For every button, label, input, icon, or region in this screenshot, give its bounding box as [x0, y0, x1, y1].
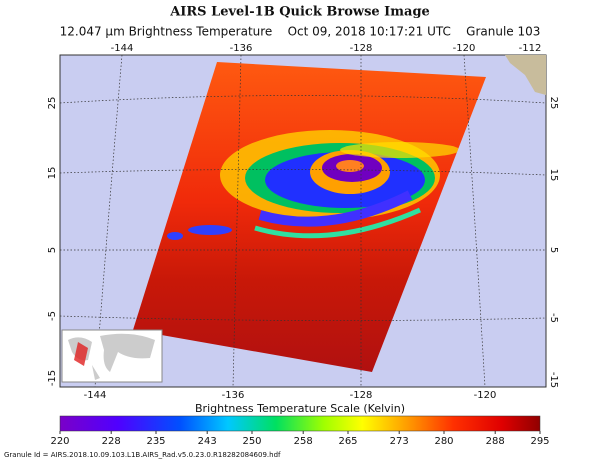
lon-label: -136 [222, 390, 245, 401]
colorbar-tick-label: 258 [294, 436, 313, 447]
colorbar-tick-label: 273 [390, 436, 409, 447]
map: -144 -136 -128 -120 -112 -144 -136 -128 -120 25 15… [47, 43, 559, 401]
colorbar-tick-label: 265 [338, 436, 357, 447]
colorbar: Brightness Temperature Scale (Kelvin) 22… [50, 402, 549, 447]
lat-label: -15 [548, 372, 559, 388]
lon-label: -128 [350, 390, 373, 401]
lon-label: -144 [84, 390, 107, 401]
lat-label: -5 [47, 311, 58, 321]
lat-label: -15 [47, 370, 58, 386]
lon-label: -128 [350, 43, 373, 54]
colorbar-tick-label: 243 [198, 436, 217, 447]
lon-label: -112 [519, 43, 542, 54]
colorbar-tick-label: 250 [242, 436, 261, 447]
lon-label: -136 [230, 43, 253, 54]
lat-label: 5 [548, 247, 559, 253]
lat-label: 25 [548, 97, 559, 110]
colorbar-tick-label: 235 [146, 436, 165, 447]
colorbar-tick-label: 220 [50, 436, 69, 447]
lat-label: 5 [47, 247, 58, 253]
colorbar-tick-label: 280 [434, 436, 453, 447]
colorbar-label: Brightness Temperature Scale (Kelvin) [195, 402, 405, 415]
lon-label: -120 [453, 43, 476, 54]
subtitle: 12.047 μm Brightness Temperature Oct 09,… [60, 25, 541, 39]
graticule [59, 54, 547, 388]
lat-label: 15 [47, 167, 58, 180]
title: AIRS Level-1B Quick Browse Image [169, 5, 430, 20]
colorbar-tick-label: 288 [486, 436, 505, 447]
lat-label: -5 [548, 313, 559, 323]
lat-label: 15 [548, 169, 559, 182]
granule-id: Granule Id = AIRS.2018.10.09.103.L1B.AIR… [4, 451, 281, 459]
lon-label: -144 [111, 43, 134, 54]
inset-map [61, 329, 163, 383]
lon-label: -120 [474, 390, 497, 401]
colorbar-tick-label: 295 [530, 436, 549, 447]
colorbar-gradient [59, 415, 541, 432]
lat-label: 25 [47, 97, 58, 110]
colorbar-tick-label: 228 [102, 436, 121, 447]
land [505, 55, 546, 95]
